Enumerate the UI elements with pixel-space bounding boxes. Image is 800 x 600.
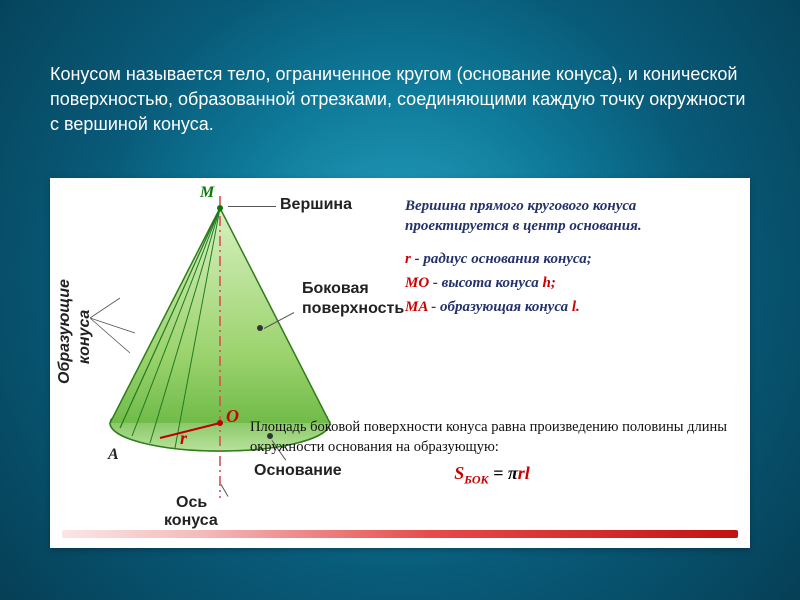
def-MO: MO - высота конуса h; [405,273,734,293]
label-r: r [180,428,187,449]
formula-text: Площадь боковой поверхности конуса равна… [250,418,734,457]
txt-MO: - высота конуса [429,275,542,291]
def-MA: MA - образующая конуса l. [405,297,734,317]
sym-l: l. [572,299,580,315]
point-O: O [226,406,239,427]
ylabel-generating-lines: Образующие [56,279,74,384]
cone-diagram: Образующие конуса [50,178,390,548]
sym-MA: MA [405,299,428,315]
leader-vertex [228,206,276,207]
formula-block: Площадь боковой поверхности конуса равна… [250,418,734,488]
label-lateral-2: поверхность [302,300,404,318]
formula-rl: rl [518,463,530,483]
sym-h: h; [543,275,556,291]
sym-MO: MO [405,275,429,291]
label-vertex: Вершина [280,196,352,214]
formula-S: S [454,463,464,483]
figure: Образующие конуса [50,178,750,548]
def-r: r - радиус основания конуса; [405,249,734,269]
cone-svg [50,178,390,548]
headline: Конусом называется тело, ограниченное кр… [50,62,750,138]
formula-sub: БОК [464,473,488,487]
formula-expr: SБОК = πrl [250,463,734,488]
right-column: Вершина прямого кругового конуса проекти… [405,196,734,321]
slide: Конусом называется тело, ограниченное кр… [0,0,800,600]
txt-MA: - образующая конуса [428,299,572,315]
label-axis-1: Ось [176,494,207,512]
point-M: M [200,184,214,202]
label-axis-2: конуса [164,512,218,530]
ylabel-of-cone: конуса [76,310,94,364]
red-underline [62,530,738,538]
label-lateral-1: Боковая [302,280,369,298]
theorem-text: Вершина прямого кругового конуса проекти… [405,196,734,237]
point-A: A [108,446,119,464]
formula-eq: = π [489,463,518,483]
txt-r: - радиус основания конуса; [411,251,592,267]
